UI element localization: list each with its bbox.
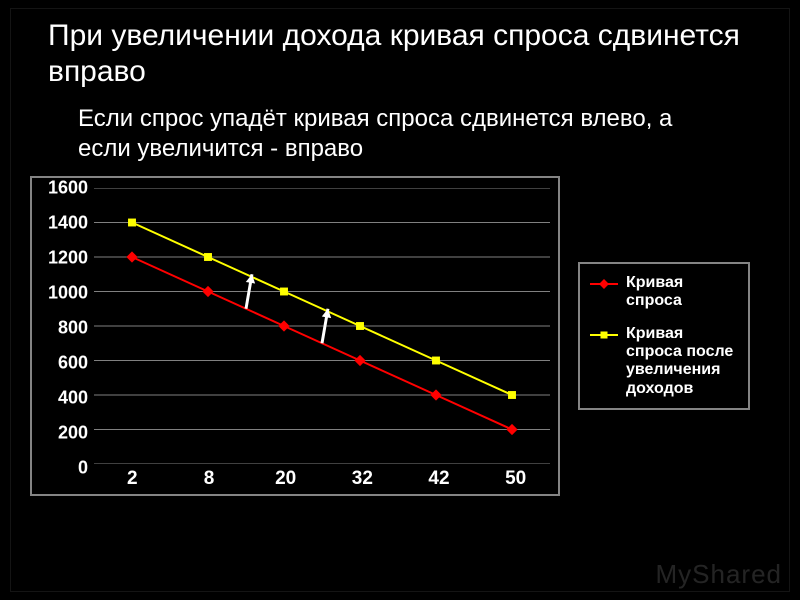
chart-box: 0 200 400 600 800 1000 1200 1400 1600 2 8 20 32 42 50 (30, 176, 560, 496)
y-tick-label: 1200 (32, 248, 88, 269)
y-tick-label: 1400 (32, 213, 88, 234)
y-tick-label: 800 (32, 318, 88, 339)
y-tick-label: 200 (32, 423, 88, 444)
chart-and-legend: 0 200 400 600 800 1000 1200 1400 1600 2 8 20 32 42 50… (30, 176, 770, 496)
legend-item: Кривая спроса (590, 274, 736, 311)
y-axis: 02004006008001000120014001600 (32, 178, 94, 464)
legend-swatch (590, 277, 618, 291)
slide-subtitle: Если спрос упадёт кривая спроса сдвинетс… (78, 104, 718, 164)
y-tick-label: 1600 (32, 178, 88, 199)
legend-item: Кривая спроса после увеличения доходов (590, 325, 736, 399)
x-tick-label: 50 (505, 468, 526, 490)
legend-label: Кривая спроса (626, 274, 736, 311)
plot-area (94, 188, 550, 464)
x-tick-label: 2 (127, 468, 138, 490)
chart-svg (94, 188, 550, 464)
y-tick-label: 400 (32, 388, 88, 409)
slide-title: При увеличении дохода кривая спроса сдви… (48, 18, 770, 90)
x-tick-label: 20 (275, 468, 296, 490)
x-tick-label: 42 (428, 468, 449, 490)
legend-label: Кривая спроса после увеличения доходов (626, 325, 736, 399)
slide: При увеличении дохода кривая спроса сдви… (0, 0, 800, 600)
legend: Кривая спроса Кривая спроса после увеличе… (578, 262, 750, 410)
x-axis: 2 8 20 32 42 50 (94, 464, 550, 494)
x-tick-label: 32 (352, 468, 373, 490)
watermark: MyShared (656, 559, 783, 590)
x-tick-label: 8 (204, 468, 215, 490)
legend-swatch (590, 328, 618, 342)
y-tick-label: 600 (32, 353, 88, 374)
y-tick-label: 1000 (32, 283, 88, 304)
y-tick-label: 0 (32, 458, 88, 479)
